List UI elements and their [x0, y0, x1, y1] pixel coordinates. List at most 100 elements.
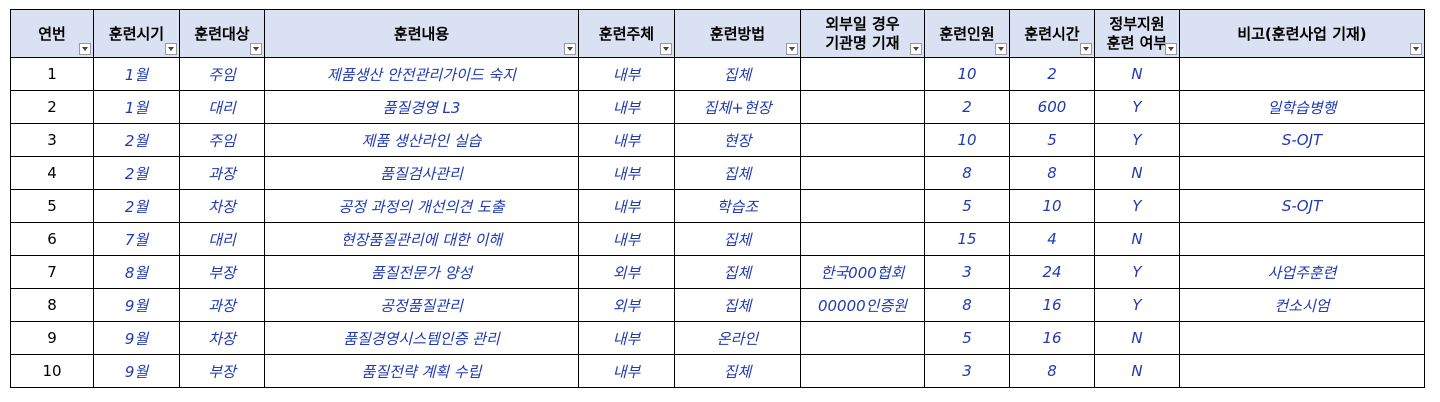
cell-period[interactable]: 1월	[93, 90, 180, 124]
cell-hours[interactable]: 16	[1009, 321, 1095, 355]
cell-method[interactable]: 온라인	[674, 321, 801, 355]
cell-target[interactable]: 차장	[179, 321, 265, 355]
filter-dropdown-icon[interactable]	[165, 43, 177, 55]
filter-dropdown-icon[interactable]	[660, 43, 672, 55]
cell-no[interactable]: 3	[10, 123, 94, 157]
cell-organizer[interactable]: 외부	[578, 288, 675, 322]
filter-dropdown-icon[interactable]	[1080, 43, 1092, 55]
cell-method[interactable]: 집체+현장	[674, 90, 801, 124]
cell-external-agency[interactable]: 한국000협회	[800, 255, 925, 289]
cell-external-agency[interactable]	[800, 321, 925, 355]
cell-hours[interactable]: 16	[1009, 288, 1095, 322]
cell-gov-support[interactable]: Y	[1094, 255, 1180, 289]
cell-gov-support[interactable]: N	[1094, 222, 1180, 256]
cell-period[interactable]: 9월	[93, 321, 180, 355]
cell-no[interactable]: 9	[10, 321, 94, 355]
cell-organizer[interactable]: 내부	[578, 321, 675, 355]
cell-period[interactable]: 9월	[93, 354, 180, 388]
cell-hours[interactable]: 5	[1009, 123, 1095, 157]
cell-headcount[interactable]: 2	[924, 90, 1010, 124]
cell-method[interactable]: 집체	[674, 156, 801, 190]
cell-no[interactable]: 8	[10, 288, 94, 322]
cell-remarks[interactable]: 일학습병행	[1179, 90, 1425, 124]
filter-dropdown-icon[interactable]	[79, 43, 91, 55]
cell-hours[interactable]: 24	[1009, 255, 1095, 289]
cell-hours[interactable]: 8	[1009, 156, 1095, 190]
cell-method[interactable]: 집체	[674, 57, 801, 91]
cell-hours[interactable]: 4	[1009, 222, 1095, 256]
cell-period[interactable]: 7월	[93, 222, 180, 256]
cell-content[interactable]: 현장품질관리에 대한 이해	[264, 222, 579, 256]
cell-gov-support[interactable]: N	[1094, 57, 1180, 91]
cell-no[interactable]: 7	[10, 255, 94, 289]
cell-organizer[interactable]: 내부	[578, 156, 675, 190]
cell-remarks[interactable]: S-OJT	[1179, 123, 1425, 157]
cell-headcount[interactable]: 15	[924, 222, 1010, 256]
cell-method[interactable]: 집체	[674, 288, 801, 322]
cell-period[interactable]: 9월	[93, 288, 180, 322]
cell-remarks[interactable]	[1179, 354, 1425, 388]
cell-headcount[interactable]: 3	[924, 354, 1010, 388]
cell-content[interactable]: 품질검사관리	[264, 156, 579, 190]
cell-hours[interactable]: 2	[1009, 57, 1095, 91]
filter-dropdown-icon[interactable]	[786, 43, 798, 55]
cell-headcount[interactable]: 3	[924, 255, 1010, 289]
cell-external-agency[interactable]	[800, 222, 925, 256]
cell-headcount[interactable]: 5	[924, 189, 1010, 223]
cell-hours[interactable]: 600	[1009, 90, 1095, 124]
cell-period[interactable]: 8월	[93, 255, 180, 289]
cell-external-agency[interactable]	[800, 156, 925, 190]
cell-content[interactable]: 공정품질관리	[264, 288, 579, 322]
cell-method[interactable]: 집체	[674, 222, 801, 256]
cell-remarks[interactable]	[1179, 57, 1425, 91]
cell-remarks[interactable]: S-OJT	[1179, 189, 1425, 223]
cell-content[interactable]: 품질경영시스템인증 관리	[264, 321, 579, 355]
cell-remarks[interactable]	[1179, 156, 1425, 190]
cell-content[interactable]: 품질전략 계획 수립	[264, 354, 579, 388]
cell-hours[interactable]: 8	[1009, 354, 1095, 388]
cell-external-agency[interactable]	[800, 57, 925, 91]
cell-gov-support[interactable]: N	[1094, 354, 1180, 388]
cell-period[interactable]: 2월	[93, 123, 180, 157]
cell-content[interactable]: 제품생산 안전관리가이드 숙지	[264, 57, 579, 91]
cell-external-agency[interactable]	[800, 90, 925, 124]
cell-target[interactable]: 대리	[179, 222, 265, 256]
cell-headcount[interactable]: 10	[924, 123, 1010, 157]
cell-organizer[interactable]: 외부	[578, 255, 675, 289]
cell-content[interactable]: 제품 생산라인 실습	[264, 123, 579, 157]
cell-no[interactable]: 5	[10, 189, 94, 223]
cell-period[interactable]: 2월	[93, 156, 180, 190]
cell-target[interactable]: 차장	[179, 189, 265, 223]
cell-period[interactable]: 1월	[93, 57, 180, 91]
cell-no[interactable]: 10	[10, 354, 94, 388]
cell-target[interactable]: 과장	[179, 288, 265, 322]
filter-dropdown-icon[interactable]	[564, 43, 576, 55]
cell-gov-support[interactable]: N	[1094, 321, 1180, 355]
cell-target[interactable]: 주임	[179, 57, 265, 91]
cell-no[interactable]: 2	[10, 90, 94, 124]
cell-period[interactable]: 2월	[93, 189, 180, 223]
cell-gov-support[interactable]: Y	[1094, 90, 1180, 124]
cell-content[interactable]: 품질경영 L3	[264, 90, 579, 124]
cell-target[interactable]: 부장	[179, 255, 265, 289]
cell-target[interactable]: 과장	[179, 156, 265, 190]
cell-target[interactable]: 대리	[179, 90, 265, 124]
cell-content[interactable]: 품질전문가 양성	[264, 255, 579, 289]
cell-gov-support[interactable]: Y	[1094, 189, 1180, 223]
cell-headcount[interactable]: 10	[924, 57, 1010, 91]
cell-external-agency[interactable]	[800, 189, 925, 223]
cell-organizer[interactable]: 내부	[578, 90, 675, 124]
cell-remarks[interactable]	[1179, 321, 1425, 355]
cell-gov-support[interactable]: Y	[1094, 123, 1180, 157]
cell-remarks[interactable]	[1179, 222, 1425, 256]
filter-dropdown-icon[interactable]	[1410, 43, 1422, 55]
filter-dropdown-icon[interactable]	[995, 43, 1007, 55]
cell-no[interactable]: 1	[10, 57, 94, 91]
cell-content[interactable]: 공정 과정의 개선의견 도출	[264, 189, 579, 223]
cell-remarks[interactable]: 사업주훈련	[1179, 255, 1425, 289]
cell-organizer[interactable]: 내부	[578, 123, 675, 157]
filter-dropdown-icon[interactable]	[1165, 43, 1177, 55]
filter-dropdown-icon[interactable]	[250, 43, 262, 55]
filter-dropdown-icon[interactable]	[910, 43, 922, 55]
cell-gov-support[interactable]: Y	[1094, 288, 1180, 322]
